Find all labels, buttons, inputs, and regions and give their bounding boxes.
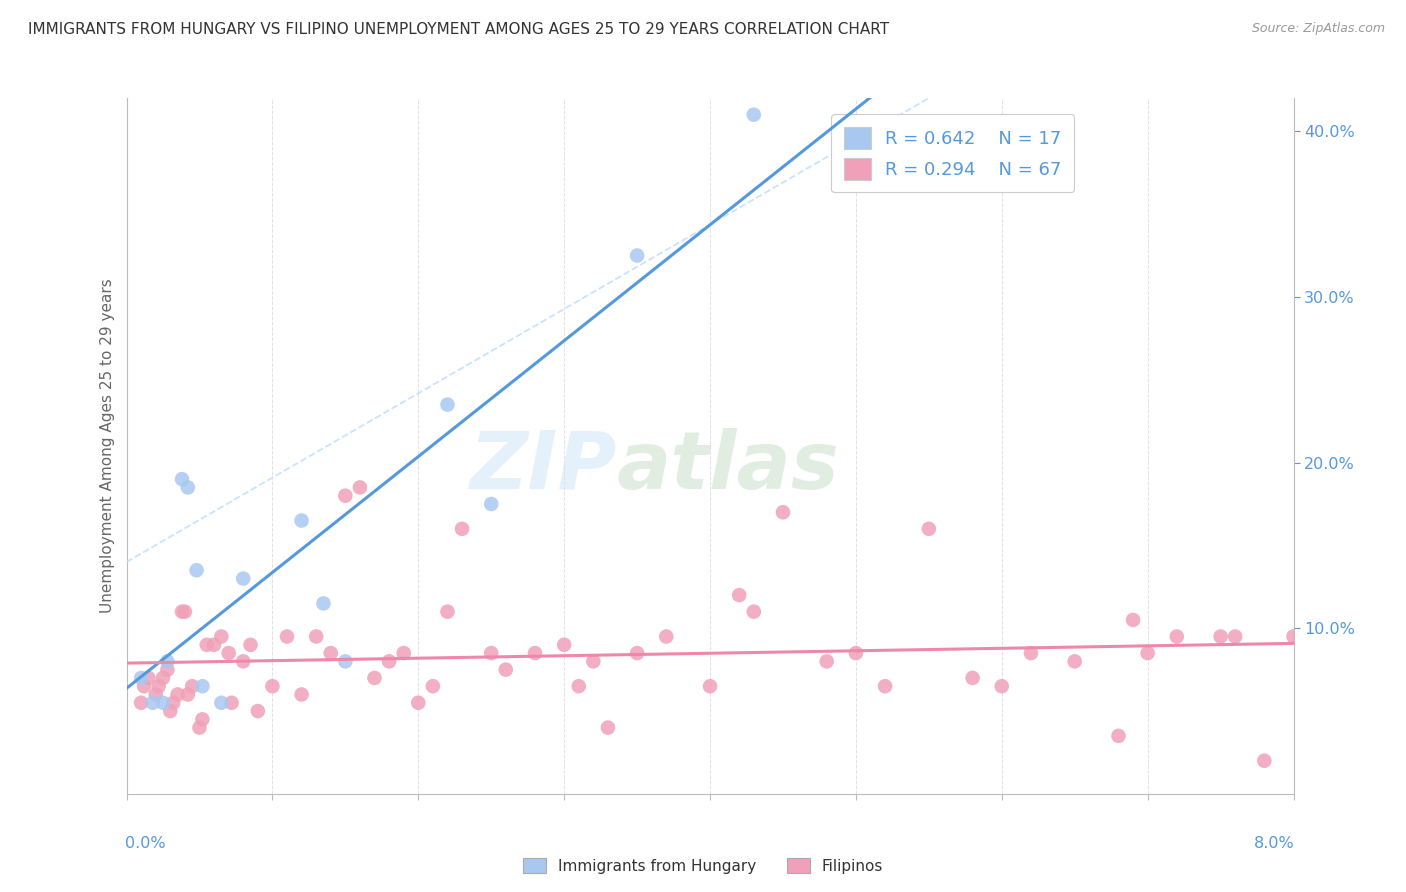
Point bbox=[553, 638, 575, 652]
Legend: R = 0.642    N = 17, R = 0.294    N = 67: R = 0.642 N = 17, R = 0.294 N = 67 bbox=[831, 114, 1074, 193]
Point bbox=[1223, 630, 1246, 644]
Point bbox=[156, 663, 179, 677]
Point bbox=[152, 696, 174, 710]
Point bbox=[626, 248, 648, 262]
Point bbox=[378, 654, 401, 668]
Point bbox=[232, 654, 254, 668]
Point bbox=[845, 646, 868, 660]
Point bbox=[186, 563, 208, 577]
Point bbox=[582, 654, 605, 668]
Point bbox=[191, 712, 214, 726]
Point bbox=[159, 704, 181, 718]
Point bbox=[209, 630, 232, 644]
Point bbox=[174, 605, 197, 619]
Point bbox=[191, 679, 214, 693]
Point bbox=[1253, 754, 1275, 768]
Text: atlas: atlas bbox=[617, 428, 839, 506]
Text: 0.0%: 0.0% bbox=[125, 836, 166, 851]
Point bbox=[772, 505, 794, 519]
Point bbox=[699, 679, 721, 693]
Point bbox=[436, 398, 458, 412]
Point bbox=[918, 522, 941, 536]
Point bbox=[1019, 646, 1042, 660]
Point bbox=[1122, 613, 1144, 627]
Point bbox=[815, 654, 838, 668]
Point bbox=[290, 688, 312, 702]
Point bbox=[142, 696, 165, 710]
Point bbox=[1063, 654, 1085, 668]
Point bbox=[170, 605, 193, 619]
Point bbox=[962, 671, 984, 685]
Point bbox=[523, 646, 546, 660]
Point bbox=[451, 522, 474, 536]
Y-axis label: Unemployment Among Ages 25 to 29 years: Unemployment Among Ages 25 to 29 years bbox=[100, 278, 115, 614]
Point bbox=[305, 630, 328, 644]
Point bbox=[875, 679, 897, 693]
Point bbox=[239, 638, 262, 652]
Text: ZIP: ZIP bbox=[470, 428, 617, 506]
Point bbox=[148, 679, 170, 693]
Point bbox=[221, 696, 243, 710]
Legend: Immigrants from Hungary, Filipinos: Immigrants from Hungary, Filipinos bbox=[516, 852, 890, 880]
Point bbox=[436, 605, 458, 619]
Text: Source: ZipAtlas.com: Source: ZipAtlas.com bbox=[1251, 22, 1385, 36]
Point bbox=[129, 696, 152, 710]
Point bbox=[568, 679, 591, 693]
Point bbox=[145, 688, 167, 702]
Point bbox=[218, 646, 240, 660]
Point bbox=[728, 588, 751, 602]
Point bbox=[177, 480, 200, 494]
Point bbox=[1136, 646, 1159, 660]
Point bbox=[290, 514, 312, 528]
Point bbox=[479, 497, 502, 511]
Point bbox=[742, 605, 765, 619]
Point bbox=[495, 663, 517, 677]
Point bbox=[408, 696, 430, 710]
Point bbox=[195, 638, 218, 652]
Point bbox=[138, 671, 160, 685]
Point bbox=[349, 480, 371, 494]
Point bbox=[1209, 630, 1232, 644]
Point bbox=[990, 679, 1012, 693]
Point bbox=[202, 638, 225, 652]
Point bbox=[655, 630, 678, 644]
Point bbox=[170, 472, 193, 486]
Point bbox=[596, 721, 619, 735]
Point bbox=[742, 108, 765, 122]
Point bbox=[177, 688, 200, 702]
Point bbox=[181, 679, 204, 693]
Point bbox=[156, 654, 179, 668]
Point bbox=[188, 721, 211, 735]
Point bbox=[312, 596, 335, 610]
Point bbox=[479, 646, 502, 660]
Point bbox=[262, 679, 284, 693]
Point bbox=[166, 688, 188, 702]
Point bbox=[1282, 630, 1305, 644]
Point bbox=[1108, 729, 1130, 743]
Point bbox=[1166, 630, 1188, 644]
Point bbox=[335, 489, 357, 503]
Text: 8.0%: 8.0% bbox=[1254, 836, 1295, 851]
Point bbox=[162, 696, 184, 710]
Point bbox=[363, 671, 385, 685]
Point bbox=[276, 630, 298, 644]
Point bbox=[209, 696, 232, 710]
Text: IMMIGRANTS FROM HUNGARY VS FILIPINO UNEMPLOYMENT AMONG AGES 25 TO 29 YEARS CORRE: IMMIGRANTS FROM HUNGARY VS FILIPINO UNEM… bbox=[28, 22, 889, 37]
Point bbox=[132, 679, 155, 693]
Point bbox=[246, 704, 269, 718]
Point bbox=[152, 671, 174, 685]
Point bbox=[392, 646, 415, 660]
Point bbox=[626, 646, 648, 660]
Point bbox=[232, 572, 254, 586]
Point bbox=[335, 654, 357, 668]
Point bbox=[319, 646, 342, 660]
Point bbox=[129, 671, 152, 685]
Point bbox=[422, 679, 444, 693]
